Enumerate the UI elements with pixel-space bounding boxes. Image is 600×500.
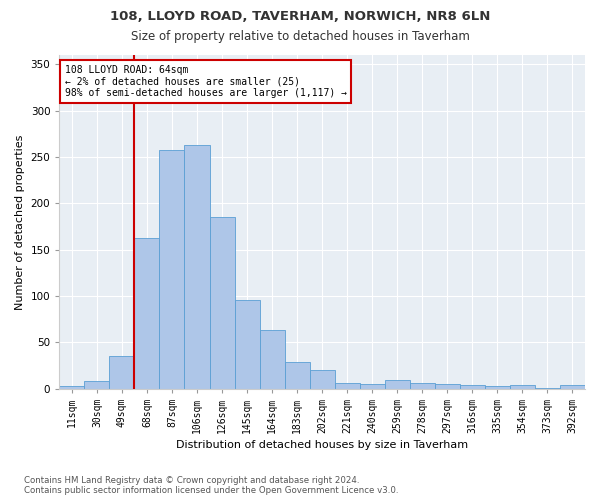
Text: Size of property relative to detached houses in Taverham: Size of property relative to detached ho…	[131, 30, 469, 43]
Bar	[209, 218, 235, 389]
Text: 108, LLOYD ROAD, TAVERHAM, NORWICH, NR8 6LN: 108, LLOYD ROAD, TAVERHAM, NORWICH, NR8 …	[110, 10, 490, 23]
X-axis label: Distribution of detached houses by size in Taverham: Distribution of detached houses by size …	[176, 440, 468, 450]
Bar	[310, 370, 335, 389]
Bar	[59, 386, 85, 389]
Bar	[335, 383, 360, 389]
Bar	[385, 380, 410, 389]
Text: 108 LLOYD ROAD: 64sqm
← 2% of detached houses are smaller (25)
98% of semi-detac: 108 LLOYD ROAD: 64sqm ← 2% of detached h…	[65, 65, 347, 98]
Bar	[109, 356, 134, 389]
Bar	[235, 300, 260, 389]
Bar	[510, 385, 535, 389]
Bar	[134, 238, 160, 389]
Bar	[184, 145, 209, 389]
Bar	[485, 386, 510, 389]
Bar	[460, 385, 485, 389]
Bar	[284, 362, 310, 389]
Bar	[535, 388, 560, 389]
Bar	[410, 383, 435, 389]
Bar	[260, 330, 284, 389]
Bar	[85, 382, 109, 389]
Text: Contains HM Land Registry data © Crown copyright and database right 2024.
Contai: Contains HM Land Registry data © Crown c…	[24, 476, 398, 495]
Y-axis label: Number of detached properties: Number of detached properties	[15, 134, 25, 310]
Bar	[435, 384, 460, 389]
Bar	[360, 384, 385, 389]
Bar	[560, 385, 585, 389]
Bar	[160, 150, 184, 389]
